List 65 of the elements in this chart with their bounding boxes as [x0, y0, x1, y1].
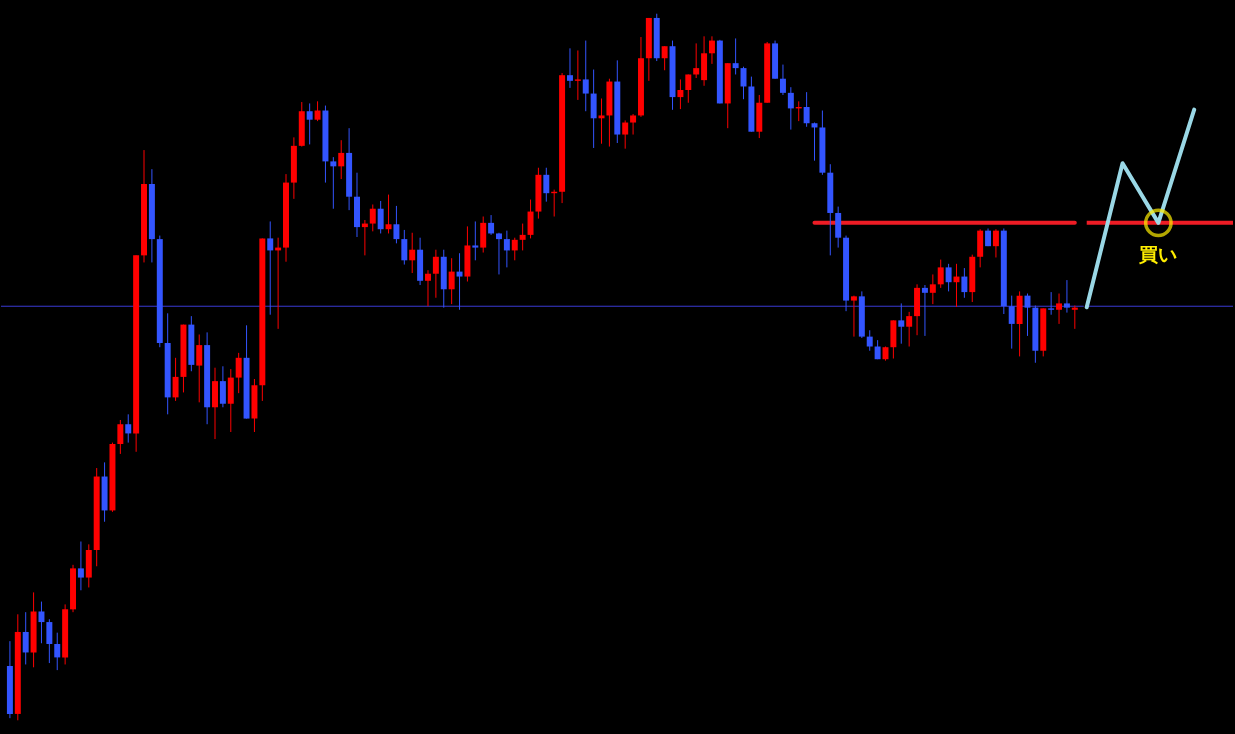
candlestick	[598, 98, 605, 145]
candlestick	[511, 237, 518, 261]
candlestick	[306, 102, 313, 145]
candlestick	[566, 47, 573, 89]
candlestick	[456, 252, 463, 311]
candlestick	[1063, 279, 1070, 314]
candlestick	[172, 357, 179, 402]
annotation: 買い	[1138, 242, 1178, 265]
candlestick	[330, 156, 337, 210]
candlestick	[898, 302, 905, 345]
candlestick	[622, 119, 629, 150]
candlestick	[574, 49, 581, 101]
candlestick	[22, 611, 29, 665]
candlestick	[1008, 295, 1015, 350]
candlestick	[338, 139, 345, 180]
candlestick	[425, 269, 431, 307]
candlestick	[401, 229, 408, 266]
candlestick	[708, 35, 715, 65]
candlestick	[1071, 305, 1078, 330]
candlestick	[38, 601, 45, 644]
candlestick	[488, 214, 495, 236]
candlestick	[46, 618, 53, 664]
candlestick	[527, 199, 534, 239]
candlestick	[1048, 291, 1055, 316]
candlestick	[937, 259, 944, 289]
candlestick	[117, 419, 124, 455]
candlestick	[543, 167, 550, 203]
candlestick	[369, 203, 376, 232]
candlestick	[661, 45, 668, 71]
candlestick	[803, 91, 810, 128]
candlestick	[929, 273, 936, 305]
candlestick	[519, 223, 526, 251]
candlestick	[495, 232, 502, 275]
candlestick	[850, 295, 857, 338]
candlestick	[921, 284, 928, 337]
candlestick	[630, 113, 637, 136]
candlestick	[196, 334, 203, 403]
candlestick	[219, 365, 226, 408]
candlestick	[866, 329, 873, 352]
candlestick	[787, 86, 794, 131]
candlestick	[961, 267, 968, 299]
candlestick	[448, 257, 455, 305]
candlestick	[235, 352, 242, 394]
candlestick	[945, 263, 952, 292]
candlestick	[685, 73, 692, 104]
candlestick	[409, 232, 416, 274]
candlestick	[503, 230, 510, 268]
candlestick	[267, 220, 274, 316]
candlestick	[77, 541, 84, 591]
candlestick	[677, 78, 684, 110]
candlestick	[472, 220, 479, 261]
candlestick	[906, 311, 913, 348]
candlestick	[393, 205, 400, 244]
candlestick	[125, 413, 132, 444]
candlestick	[693, 42, 700, 79]
candlestick	[314, 100, 321, 122]
candlestick	[385, 194, 392, 234]
candlestick	[54, 632, 61, 671]
candlestick	[779, 64, 786, 96]
candlestick	[732, 37, 739, 75]
candlestick	[1056, 293, 1063, 325]
candlestick	[377, 200, 384, 234]
candlestick	[582, 40, 589, 112]
candlestick	[992, 228, 999, 258]
candlestick	[432, 249, 439, 299]
